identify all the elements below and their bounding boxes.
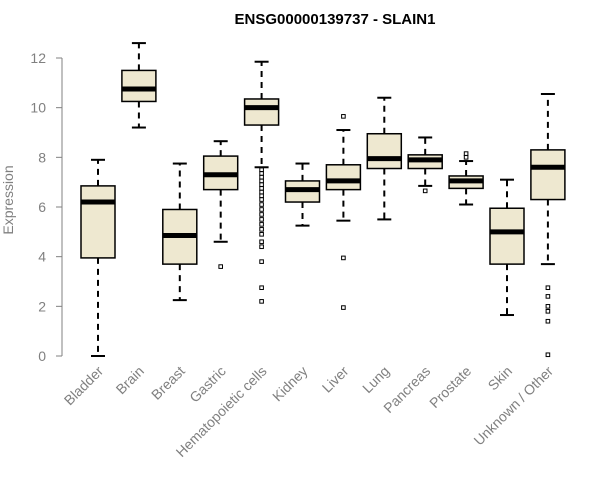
x-label-liver: Liver <box>319 363 352 396</box>
outlier-point <box>341 305 346 310</box>
outlier-point <box>545 352 551 358</box>
box-pancreas <box>407 136 443 194</box>
box-breast <box>162 162 198 302</box>
outlier-point <box>259 193 264 199</box>
outlier-point <box>545 285 551 291</box>
box-bladder <box>80 158 116 357</box>
outlier-point <box>545 309 551 314</box>
outlier-point <box>259 174 264 180</box>
outlier-point <box>259 186 264 191</box>
box-prostate <box>448 151 484 206</box>
y-tick-label-10: 10 <box>30 100 46 116</box>
outlier-point <box>259 232 264 237</box>
outlier-point <box>259 189 264 195</box>
iqr-box <box>121 69 157 103</box>
x-label-brain: Brain <box>113 363 147 397</box>
box-kidney <box>284 162 321 227</box>
iqr-box <box>366 132 403 170</box>
box-brain <box>121 42 157 129</box>
box-liver <box>325 114 362 310</box>
box-gastric <box>202 140 239 269</box>
box-lung <box>366 96 403 221</box>
outlier-point <box>341 255 346 261</box>
y-tick-label-12: 12 <box>30 50 46 66</box>
y-axis-label: Expression <box>0 165 16 234</box>
outlier-point <box>259 212 264 217</box>
outlier-point <box>259 259 264 264</box>
outlier-point <box>259 222 264 227</box>
outlier-point <box>545 294 551 299</box>
outlier-point <box>545 304 551 309</box>
iqr-box <box>325 164 362 191</box>
outlier-point <box>218 264 223 269</box>
y-tick-label-2: 2 <box>38 298 46 314</box>
box-skin <box>489 178 525 317</box>
outlier-point <box>259 167 264 173</box>
y-tick-label-4: 4 <box>38 249 46 265</box>
boxes-group <box>80 42 566 358</box>
outlier-point <box>341 114 346 119</box>
outlier-point <box>259 239 264 245</box>
outlier-point <box>259 244 264 250</box>
outlier-point <box>259 178 264 184</box>
y-tick-label-8: 8 <box>38 149 46 165</box>
box-hematopoietic-cells <box>243 60 280 304</box>
iqr-box <box>530 149 566 201</box>
outlier-point <box>259 197 264 202</box>
y-tick-label-6: 6 <box>38 199 46 215</box>
iqr-box <box>489 207 525 265</box>
x-label-bladder: Bladder <box>61 363 107 409</box>
x-label-skin: Skin <box>485 363 516 394</box>
iqr-box <box>80 185 116 259</box>
outlier-point <box>259 202 264 207</box>
outlier-point <box>259 285 264 291</box>
iqr-box <box>243 98 280 126</box>
outlier-point <box>463 151 469 156</box>
outlier-point <box>545 318 551 324</box>
outlier-point <box>259 227 264 232</box>
outlier-point <box>259 299 264 304</box>
x-label-breast: Breast <box>148 363 188 403</box>
outlier-point <box>259 217 264 222</box>
outlier-point <box>259 182 264 187</box>
y-axis: 0 2 4 6 8 10 12 <box>30 50 63 364</box>
x-label-kidney: Kidney <box>269 363 311 405</box>
x-label-lung: Lung <box>359 363 392 396</box>
outlier-point <box>259 171 264 176</box>
box-unknown-other <box>530 93 566 358</box>
y-tick-label-0: 0 <box>38 348 46 364</box>
outlier-point <box>463 155 469 160</box>
outlier-point <box>422 188 428 194</box>
x-label-prostate: Prostate <box>426 363 474 411</box>
chart-title: ENSG00000139737 - SLAIN1 <box>235 11 436 28</box>
outlier-point <box>259 207 264 212</box>
